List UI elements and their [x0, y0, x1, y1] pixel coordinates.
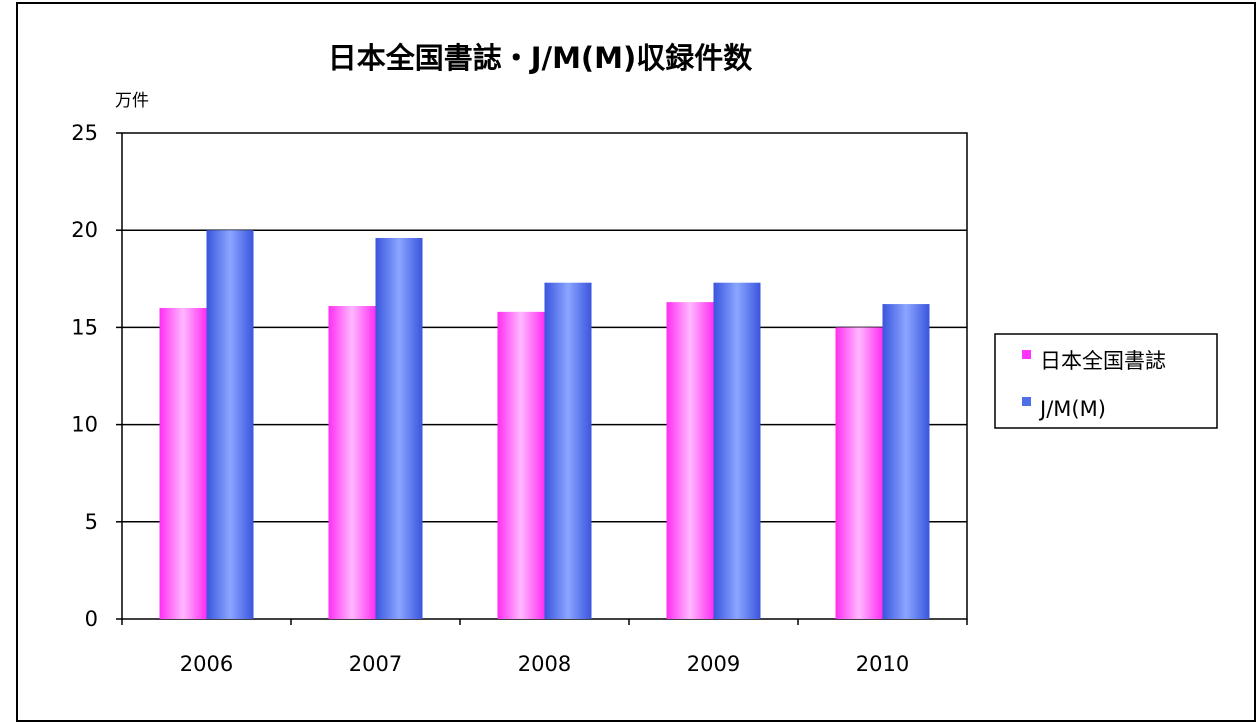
legend-swatch-0: [1022, 350, 1031, 359]
bar-series2-2007: [375, 237, 423, 619]
x-tick-label: 2007: [349, 652, 402, 676]
y-tick-label: 10: [71, 413, 98, 437]
legend-swatch-1: [1022, 397, 1031, 406]
y-tick-label: 15: [71, 315, 98, 339]
bar-series2-2008: [544, 282, 592, 619]
y-tick-label: 20: [71, 218, 98, 242]
bar-series2-2010: [882, 304, 930, 619]
x-tick-label: 2010: [856, 652, 909, 676]
y-tick-label: 25: [71, 121, 98, 145]
bar-series1-2010: [835, 327, 883, 619]
bar-series1-2006: [159, 307, 207, 619]
bar-series1-2007: [328, 306, 376, 619]
chart-title: 日本全国書誌・J/M(M)収録件数: [328, 41, 754, 75]
legend-box: [994, 333, 1218, 429]
x-tick-label: 2008: [518, 652, 571, 676]
x-tick-label: 2006: [180, 652, 233, 676]
y-tick-label: 5: [85, 510, 98, 534]
bar-series1-2009: [666, 302, 714, 619]
legend: 日本全国書誌 J/M(M): [994, 333, 1218, 429]
bars: [159, 230, 930, 619]
axes: 0 5 10 15 20 25 2006 2007 2008 2009 2010: [71, 121, 968, 676]
x-tick-label: 2009: [687, 652, 740, 676]
legend-label-0: 日本全国書誌: [1040, 349, 1166, 373]
legend-label-1: J/M(M): [1038, 397, 1106, 421]
y-tick-label: 0: [85, 607, 98, 631]
bar-series1-2008: [497, 311, 545, 619]
bar-series2-2006: [206, 230, 254, 619]
y-axis-unit-label: 万件: [115, 91, 149, 111]
bar-series2-2009: [713, 282, 761, 619]
